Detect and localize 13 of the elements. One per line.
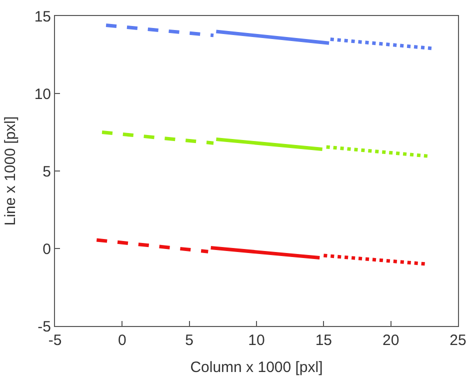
y-axis-title: Line x 1000 [pxl] — [2, 116, 19, 226]
y-tick-label: -5 — [38, 318, 51, 336]
x-tick-label: 10 — [248, 332, 265, 349]
x-tick-label: 15 — [315, 332, 332, 349]
y-tick-label: 0 — [42, 240, 51, 258]
y-tick-label: 15 — [34, 8, 51, 26]
x-tick-label: 0 — [118, 332, 126, 349]
x-tick-label: 5 — [185, 332, 194, 349]
x-tick-label: 20 — [382, 332, 400, 349]
y-tick-label: 10 — [34, 86, 51, 103]
y-tick-label: 5 — [42, 163, 51, 180]
x-axis-title: Column x 1000 [pxl] — [190, 359, 323, 376]
x-tick-label: 25 — [450, 332, 466, 349]
